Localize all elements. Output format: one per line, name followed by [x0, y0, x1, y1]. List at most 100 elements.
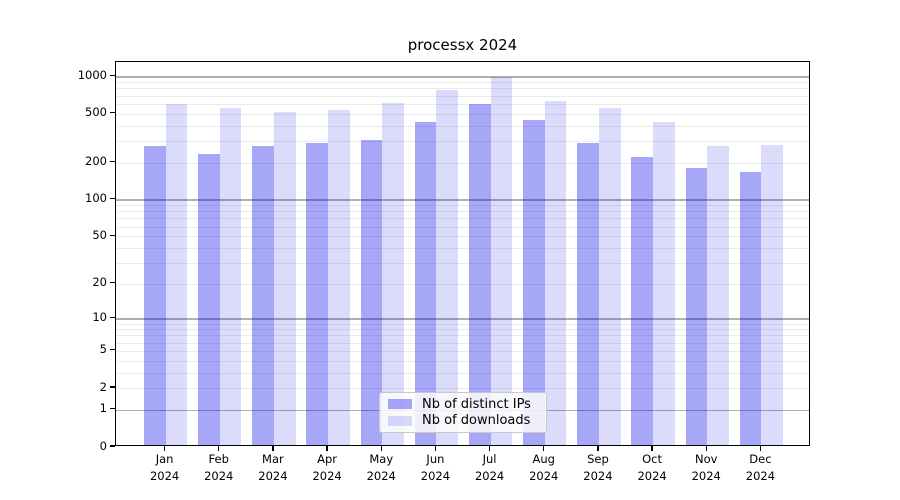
- y-tick-mark: [110, 234, 115, 236]
- bar-distinct-ips-jun-2024: [414, 121, 437, 445]
- legend-label-downloads: Nb of downloads: [422, 413, 531, 429]
- bar-downloads-nov-2024: [707, 145, 729, 445]
- x-tick-month: Aug: [532, 452, 555, 466]
- gridline-minor: [116, 323, 809, 325]
- y-tick-mark: [110, 282, 115, 284]
- legend: Nb of distinct IPs Nb of downloads: [379, 392, 547, 433]
- x-tick-year: 2024: [529, 469, 559, 483]
- gridline-minor: [116, 140, 809, 142]
- x-tick-month: Jan: [155, 452, 174, 466]
- x-tick-year: 2024: [149, 469, 180, 483]
- bar-downloads-aug-2024: [544, 100, 567, 445]
- legend-swatch-distinct-ips: [388, 399, 412, 410]
- y-tick-mark: [110, 74, 115, 77]
- y-tick-mark: [110, 349, 115, 351]
- x-tick-label: Apr 2024: [295, 451, 359, 485]
- x-tick-label: Aug 2024: [512, 451, 576, 485]
- bar-downloads-jun-2024: [436, 90, 459, 445]
- legend-swatch-downloads: [388, 415, 412, 426]
- legend-item-distinct-ips: Nb of distinct IPs: [380, 397, 546, 412]
- y-tick-mark: [110, 408, 115, 410]
- gridline-minor: [116, 360, 809, 362]
- gridline-minor: [116, 125, 809, 127]
- x-tick-month: May: [369, 452, 394, 466]
- x-tick-year: 2024: [691, 469, 721, 483]
- x-tick-label: Jan 2024: [133, 451, 197, 485]
- grid-layer: [116, 62, 809, 445]
- gridline-minor: [116, 350, 809, 352]
- y-tick-label: 5: [99, 342, 107, 357]
- x-tick-year: 2024: [258, 469, 288, 483]
- x-tick-mark: [272, 446, 274, 451]
- bar-distinct-ips-jul-2024: [468, 103, 491, 445]
- bar-distinct-ips-apr-2024: [306, 142, 329, 445]
- y-tick-label: 1: [99, 401, 107, 416]
- y-tick-mark: [110, 197, 115, 200]
- bars-layer: [116, 62, 809, 445]
- x-tick-month: Oct: [642, 452, 663, 466]
- plot-area: [115, 61, 810, 446]
- bar-downloads-dec-2024: [761, 144, 784, 445]
- bar-downloads-oct-2024: [653, 122, 675, 445]
- gridline-minor: [116, 226, 809, 228]
- gridline-minor: [116, 95, 809, 97]
- bar-distinct-ips-aug-2024: [523, 119, 545, 445]
- x-tick-year: 2024: [366, 469, 396, 483]
- x-tick-month: Feb: [208, 452, 229, 466]
- gridline-major: [116, 76, 809, 78]
- x-tick-label: Sep 2024: [566, 451, 630, 485]
- gridline-minor: [116, 388, 809, 390]
- gridline-minor: [116, 342, 809, 344]
- x-tick-year: 2024: [420, 469, 451, 483]
- x-tick-month: Mar: [262, 452, 284, 466]
- legend-label-distinct-ips: Nb of distinct IPs: [422, 396, 531, 412]
- gridline-minor: [116, 205, 809, 207]
- gridline-minor: [116, 283, 809, 285]
- x-tick-mark: [543, 446, 545, 451]
- x-tick-label: Jun 2024: [403, 451, 467, 485]
- x-tick-label: May 2024: [349, 451, 413, 485]
- x-tick-mark: [163, 446, 166, 451]
- gridline-minor: [116, 88, 809, 90]
- x-tick-label: Jul 2024: [458, 451, 522, 485]
- bar-distinct-ips-sep-2024: [577, 142, 599, 445]
- y-tick-mark: [110, 386, 115, 388]
- x-tick-mark: [326, 446, 328, 451]
- y-tick-label: 20: [92, 275, 107, 290]
- x-tick-mark: [380, 446, 382, 451]
- bar-downloads-jan-2024: [165, 104, 188, 445]
- x-tick-month: Jul: [482, 452, 497, 466]
- x-tick-year: 2024: [637, 469, 667, 483]
- x-tick-year: 2024: [745, 469, 776, 483]
- x-tick-month: Apr: [317, 452, 338, 466]
- x-tick-mark: [434, 446, 436, 451]
- x-tick-month: Nov: [695, 452, 718, 466]
- bar-distinct-ips-nov-2024: [685, 167, 708, 445]
- gridline-minor: [116, 218, 809, 220]
- gridline-minor: [116, 113, 809, 115]
- chart-title: processx 2024: [407, 36, 518, 54]
- x-tick-mark: [488, 446, 491, 451]
- x-tick-year: 2024: [312, 469, 342, 483]
- bar-distinct-ips-mar-2024: [252, 145, 274, 445]
- y-tick-mark: [110, 111, 115, 114]
- y-tick-label: 10: [92, 309, 107, 324]
- y-tick-mark: [110, 445, 115, 447]
- gridline-minor: [116, 335, 809, 337]
- gridline-minor: [116, 103, 809, 105]
- y-tick-label: 100: [85, 190, 107, 205]
- bar-distinct-ips-oct-2024: [631, 156, 654, 445]
- bar-distinct-ips-may-2024: [360, 139, 383, 445]
- x-tick-label: Oct 2024: [620, 451, 684, 485]
- gridline-minor: [116, 82, 809, 84]
- bar-downloads-feb-2024: [219, 108, 242, 445]
- x-tick-month: Dec: [749, 452, 772, 466]
- y-tick-label: 2: [99, 379, 107, 394]
- x-tick-mark: [651, 446, 653, 451]
- x-tick-label: Dec 2024: [728, 451, 792, 485]
- x-tick-month: Jun: [426, 452, 445, 466]
- y-tick-label: 500: [85, 105, 107, 120]
- bar-downloads-jul-2024: [490, 77, 513, 445]
- x-tick-year: 2024: [204, 469, 234, 483]
